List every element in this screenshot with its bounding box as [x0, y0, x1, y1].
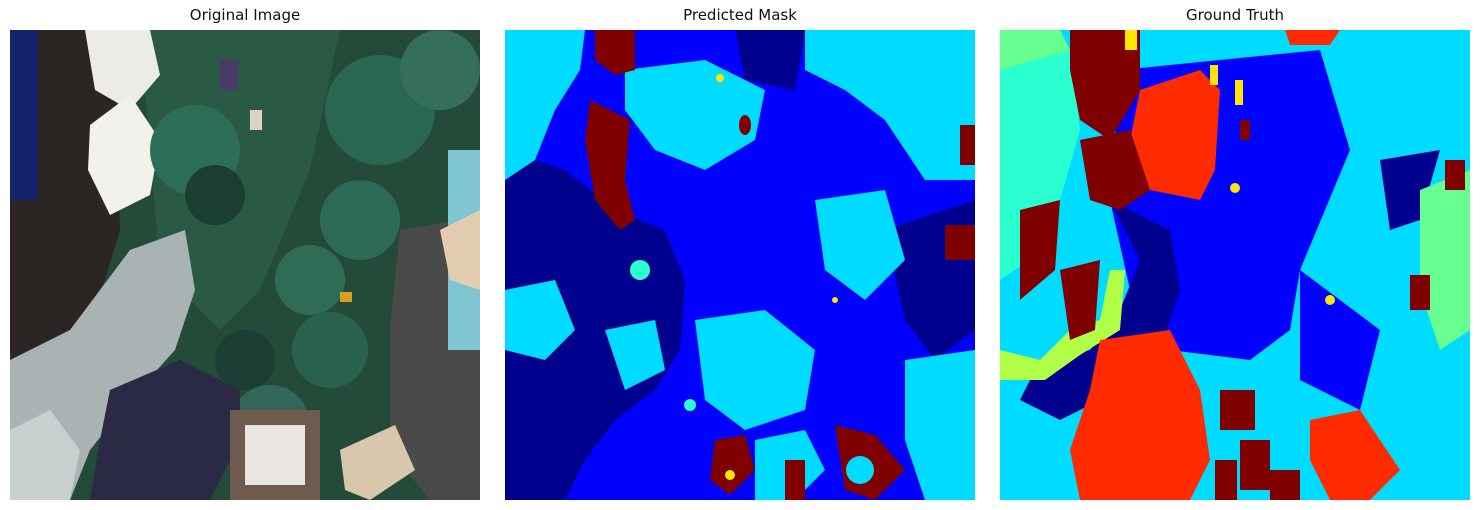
predicted-mask [505, 30, 975, 500]
ground-truth-image [1000, 30, 1470, 500]
predicted-mask-image [505, 30, 975, 500]
ground-truth-mask [1000, 30, 1470, 500]
original-image [10, 30, 480, 500]
panel-title-ground-truth: Ground Truth [1186, 6, 1284, 24]
panel-original-image: Original Image [10, 0, 480, 510]
panel-ground-truth: Ground Truth [1000, 0, 1470, 510]
panel-predicted-mask: Predicted Mask [505, 0, 975, 510]
panel-title-original: Original Image [189, 6, 301, 24]
panel-title-predicted: Predicted Mask [683, 6, 797, 24]
aerial-photo [10, 30, 480, 500]
